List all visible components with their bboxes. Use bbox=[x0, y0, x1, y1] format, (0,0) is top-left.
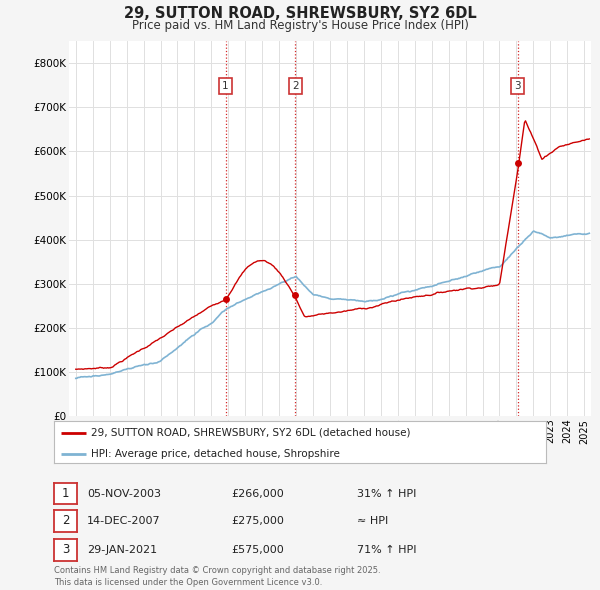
Text: 05-NOV-2003: 05-NOV-2003 bbox=[87, 489, 161, 499]
Text: 71% ↑ HPI: 71% ↑ HPI bbox=[357, 545, 416, 555]
Text: 1: 1 bbox=[222, 81, 229, 91]
Text: 29, SUTTON ROAD, SHREWSBURY, SY2 6DL: 29, SUTTON ROAD, SHREWSBURY, SY2 6DL bbox=[124, 6, 476, 21]
Text: 31% ↑ HPI: 31% ↑ HPI bbox=[357, 489, 416, 499]
Text: HPI: Average price, detached house, Shropshire: HPI: Average price, detached house, Shro… bbox=[91, 449, 340, 459]
Text: £575,000: £575,000 bbox=[231, 545, 284, 555]
Text: 2: 2 bbox=[292, 81, 299, 91]
Text: 29, SUTTON ROAD, SHREWSBURY, SY2 6DL (detached house): 29, SUTTON ROAD, SHREWSBURY, SY2 6DL (de… bbox=[91, 428, 410, 438]
Text: £275,000: £275,000 bbox=[231, 516, 284, 526]
Text: 3: 3 bbox=[62, 543, 69, 556]
Text: Contains HM Land Registry data © Crown copyright and database right 2025.
This d: Contains HM Land Registry data © Crown c… bbox=[54, 566, 380, 587]
Text: ≈ HPI: ≈ HPI bbox=[357, 516, 388, 526]
Text: Price paid vs. HM Land Registry's House Price Index (HPI): Price paid vs. HM Land Registry's House … bbox=[131, 19, 469, 32]
Text: £266,000: £266,000 bbox=[231, 489, 284, 499]
Text: 2: 2 bbox=[62, 514, 69, 527]
Text: 1: 1 bbox=[62, 487, 69, 500]
Text: 29-JAN-2021: 29-JAN-2021 bbox=[87, 545, 157, 555]
Text: 14-DEC-2007: 14-DEC-2007 bbox=[87, 516, 161, 526]
Text: 3: 3 bbox=[514, 81, 521, 91]
